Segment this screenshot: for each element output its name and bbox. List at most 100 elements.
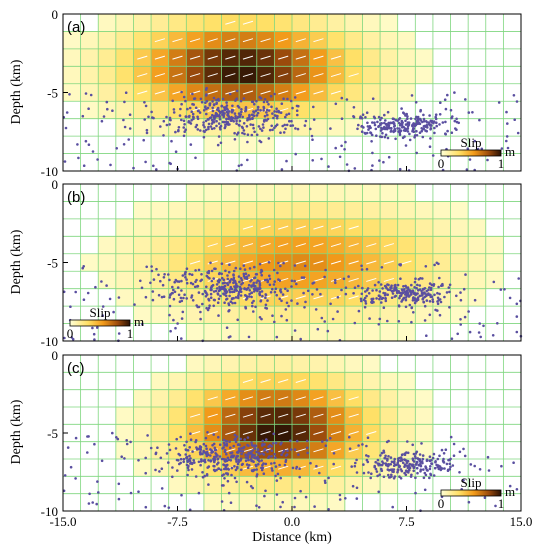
aftershock-dot <box>293 96 297 99</box>
aftershock-dot <box>345 163 349 166</box>
aftershock-dot <box>208 102 211 106</box>
aftershock-dot <box>255 450 258 454</box>
aftershock-dot <box>294 127 297 130</box>
aftershock-dot <box>256 458 260 462</box>
aftershock-dot <box>416 471 419 475</box>
slip-vector <box>278 243 289 248</box>
aftershock-dot <box>96 158 99 161</box>
slip-cell <box>362 201 381 220</box>
aftershock-dot <box>296 302 299 305</box>
aftershock-dot <box>386 464 390 468</box>
aftershock-dot <box>478 118 481 122</box>
slip-cell <box>450 306 469 324</box>
aftershock-dot <box>210 451 213 454</box>
aftershock-dot <box>233 138 237 141</box>
slip-cell <box>309 101 328 119</box>
aftershock-dot <box>233 476 237 480</box>
aftershock-dot <box>207 306 211 310</box>
aftershock-dot <box>377 125 380 129</box>
aftershock-dot <box>255 133 259 137</box>
aftershock-dot <box>263 443 266 446</box>
aftershock-dot <box>327 508 330 511</box>
aftershock-dot <box>389 463 393 466</box>
aftershock-dot <box>259 97 263 100</box>
aftershock-dot <box>234 99 237 102</box>
aftershock-dot <box>143 101 146 104</box>
aftershock-dot <box>175 437 178 441</box>
slip-vector <box>207 396 218 401</box>
aftershock-dot <box>393 460 396 463</box>
aftershock-dot <box>361 113 365 116</box>
aftershock-dot <box>381 460 384 463</box>
aftershock-dot <box>418 284 422 287</box>
aftershock-dot <box>212 433 215 436</box>
aftershock-dot <box>381 131 384 135</box>
aftershock-dot <box>217 135 221 138</box>
aftershock-dot <box>334 281 337 285</box>
aftershock-dot <box>252 114 256 118</box>
aftershock-dot <box>451 464 455 467</box>
aftershock-dot <box>386 110 390 114</box>
aftershock-dot <box>81 114 85 118</box>
slip-vector <box>330 55 342 60</box>
slip-cell <box>133 201 152 220</box>
aftershock-dot <box>314 308 318 311</box>
aftershock-dot <box>199 129 202 132</box>
aftershock-dot <box>344 497 347 500</box>
aftershock-dot <box>150 269 154 273</box>
aftershock-dot <box>250 469 254 472</box>
aftershock-dot <box>196 128 200 131</box>
aftershock-dot <box>403 458 406 461</box>
aftershock-dot <box>414 491 417 495</box>
slip-vector <box>242 243 254 248</box>
aftershock-dot <box>243 132 246 136</box>
aftershock-dot <box>270 445 273 448</box>
aftershock-dot <box>223 293 226 296</box>
slip-cell <box>397 218 416 237</box>
aftershock-dot <box>240 163 243 167</box>
aftershock-dot <box>398 130 402 134</box>
slip-cell <box>327 201 346 220</box>
aftershock-dot <box>251 486 254 490</box>
slip-cell <box>397 31 416 50</box>
slip-cell <box>397 83 416 102</box>
slip-cell <box>380 83 398 102</box>
slip-cell <box>362 14 381 32</box>
aftershock-dot <box>186 473 189 477</box>
aftershock-dot <box>422 117 426 121</box>
slip-cell <box>380 323 398 342</box>
slip-cell <box>292 201 310 220</box>
aftershock-dot <box>139 279 142 283</box>
slip-cell <box>362 306 381 324</box>
slip-vector <box>295 243 306 248</box>
slip-cell <box>133 459 152 477</box>
aftershock-dot <box>176 286 180 289</box>
aftershock-dot <box>353 167 357 170</box>
aftershock-dot <box>407 123 411 126</box>
aftershock-dot <box>296 127 300 131</box>
aftershock-dot <box>396 291 399 294</box>
aftershock-dot <box>448 462 452 466</box>
slip-vector <box>295 38 306 43</box>
slip-vector <box>313 431 324 435</box>
aftershock-dot <box>348 447 352 451</box>
aftershock-dot <box>342 277 346 281</box>
aftershock-dot <box>191 115 195 119</box>
aftershock-dot <box>418 463 422 466</box>
slip-cell <box>63 48 81 67</box>
aftershock-dot <box>255 287 259 290</box>
slip-vector <box>295 277 306 282</box>
slip-cell <box>133 288 152 307</box>
slip-cell <box>133 271 152 289</box>
aftershock-dot <box>189 143 193 146</box>
aftershock-dot <box>159 456 163 460</box>
slip-cell <box>186 389 205 408</box>
aftershock-dot <box>503 288 506 291</box>
aftershock-dot <box>86 451 89 454</box>
aftershock-dot <box>262 453 266 456</box>
aftershock-dot <box>424 120 428 123</box>
aftershock-dot <box>244 453 247 457</box>
aftershock-dot <box>66 446 70 449</box>
slip-vector <box>172 73 183 78</box>
aftershock-dot <box>222 438 226 442</box>
